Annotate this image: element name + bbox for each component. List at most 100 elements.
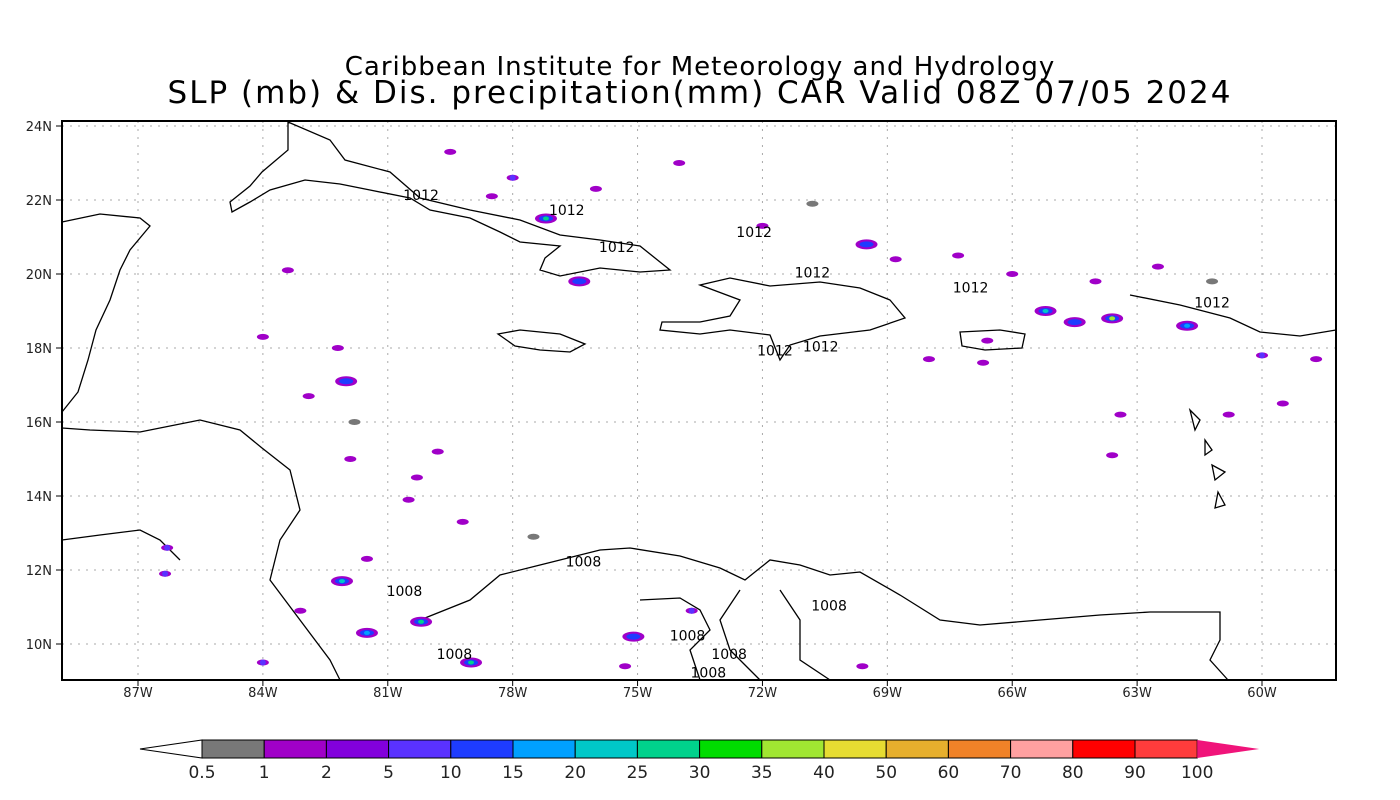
lat-tick-label: 10N xyxy=(26,638,52,653)
colorbar-segment xyxy=(1072,739,1136,759)
colorbar-label: 5 xyxy=(383,763,394,783)
colorbar-segment xyxy=(947,739,1012,759)
precip-cell xyxy=(952,252,965,259)
precip-cell xyxy=(294,607,307,614)
precip-cell xyxy=(410,474,423,481)
precip-cell xyxy=(1089,278,1102,285)
coastline-yucatan xyxy=(61,213,151,413)
coastline-jamaica xyxy=(496,329,587,353)
colorbar-label: 30 xyxy=(689,763,711,783)
colorbar-label: 1 xyxy=(259,763,270,783)
precip-cell-core xyxy=(162,570,169,577)
precip-cell xyxy=(1276,400,1289,407)
precip-cell xyxy=(344,456,357,462)
colorbar-under-arrow xyxy=(139,739,203,759)
precip-cell-core xyxy=(688,607,695,614)
colorbar-segment xyxy=(1010,739,1074,759)
precip-cell xyxy=(256,333,269,340)
precip-cell xyxy=(302,393,315,400)
colorbar-segment xyxy=(388,739,452,759)
precip-cell-peak xyxy=(1109,316,1116,321)
precip-cell xyxy=(444,148,457,155)
lat-tick-label: 18N xyxy=(26,342,52,357)
precip-cell xyxy=(348,419,361,425)
precip-cell xyxy=(981,337,994,344)
precip-cell xyxy=(673,160,686,166)
lon-tick-label: 75W xyxy=(623,686,653,701)
colorbar-segment xyxy=(325,739,390,759)
precip-cell-peak xyxy=(363,630,370,635)
lon-tick-label: 81W xyxy=(373,686,403,701)
contour-label: 1012 xyxy=(795,266,831,282)
precip-cell xyxy=(977,359,990,366)
colorbar-segment xyxy=(450,739,514,759)
colorbar-segment xyxy=(761,739,825,759)
lat-tick-label: 14N xyxy=(26,490,52,505)
coastline-puerto-rico xyxy=(959,329,1026,351)
lat-tick-label: 12N xyxy=(26,564,52,579)
precip-cell xyxy=(281,267,294,274)
precip-cell xyxy=(527,533,540,540)
precip-cell xyxy=(331,345,344,351)
colorbar-label: 2 xyxy=(321,763,332,783)
colorbar-segment xyxy=(201,739,265,759)
contour-label: 1012 xyxy=(757,343,793,359)
precip-cell-peak xyxy=(338,579,345,584)
slp-contour-labels: 1012 1012 1012 1012 1012 1012 1012 1012 1012 1008… xyxy=(387,188,1230,681)
coastline-hispaniola xyxy=(659,277,907,362)
colorbar-segment xyxy=(574,739,638,759)
precip-cell xyxy=(1151,263,1164,270)
colorbar-label: 25 xyxy=(627,763,649,783)
lon-tick-label: 78W xyxy=(498,686,528,701)
contour-label: 1012 xyxy=(403,188,439,204)
precip-cell-core xyxy=(859,241,874,248)
coastline-pacific xyxy=(61,529,181,561)
precip-cell xyxy=(589,185,602,192)
coastline-lesser-antilles xyxy=(1188,407,1227,509)
contour-label: 1008 xyxy=(566,554,602,570)
colorbar-label: 90 xyxy=(1124,763,1146,783)
colorbar-segment xyxy=(636,739,701,759)
precip-cell-core xyxy=(164,544,171,551)
precip-cell-core xyxy=(572,278,587,285)
lon-tick-label: 72W xyxy=(748,686,778,701)
lat-tick-label: 22N xyxy=(26,194,52,209)
precipitation-cells xyxy=(159,148,1323,670)
precip-cell xyxy=(1206,278,1219,285)
precip-cell xyxy=(1106,452,1119,459)
contour-label: 1012 xyxy=(549,203,585,219)
colorbar-label: 50 xyxy=(875,763,897,783)
precip-cell xyxy=(889,256,902,263)
precip-cell xyxy=(1222,411,1235,418)
contour-label: 1012 xyxy=(803,340,839,356)
precip-cell-core xyxy=(339,378,354,385)
colorbar-segment xyxy=(1134,739,1198,759)
lat-tick-label: 24N xyxy=(26,120,52,135)
colorbar-label: 100 xyxy=(1181,763,1213,783)
contour-label: 1008 xyxy=(811,599,847,615)
colorbar: 0.5 1 2 5 10 15 20 25 30 35 40 50 60 70 80 90 100 xyxy=(139,739,1260,783)
contour-label: 1008 xyxy=(387,584,423,600)
contour-label: 1008 xyxy=(691,665,727,681)
contour-label: 1008 xyxy=(670,628,706,644)
coastline-cuba xyxy=(229,121,672,277)
lon-tick-label: 69W xyxy=(873,686,903,701)
precip-cell-peak xyxy=(1042,309,1049,313)
coastlines xyxy=(61,121,1337,681)
coastline-colombia xyxy=(639,597,711,681)
precip-cell xyxy=(856,663,869,670)
precip-cell-core xyxy=(1259,352,1266,359)
lon-tick-label: 66W xyxy=(998,686,1028,701)
precip-cell xyxy=(1114,411,1127,418)
map-frame xyxy=(61,120,1337,681)
colorbar-label: 15 xyxy=(502,763,524,783)
precip-cell xyxy=(431,448,444,455)
precip-cell xyxy=(922,356,935,363)
colorbar-segment xyxy=(699,739,763,759)
precip-cell-peak xyxy=(542,216,549,221)
lat-tick-label: 16N xyxy=(26,416,52,431)
contour-label: 1008 xyxy=(711,647,747,663)
contour-label: 1012 xyxy=(736,225,772,241)
precip-cell xyxy=(1310,356,1323,363)
